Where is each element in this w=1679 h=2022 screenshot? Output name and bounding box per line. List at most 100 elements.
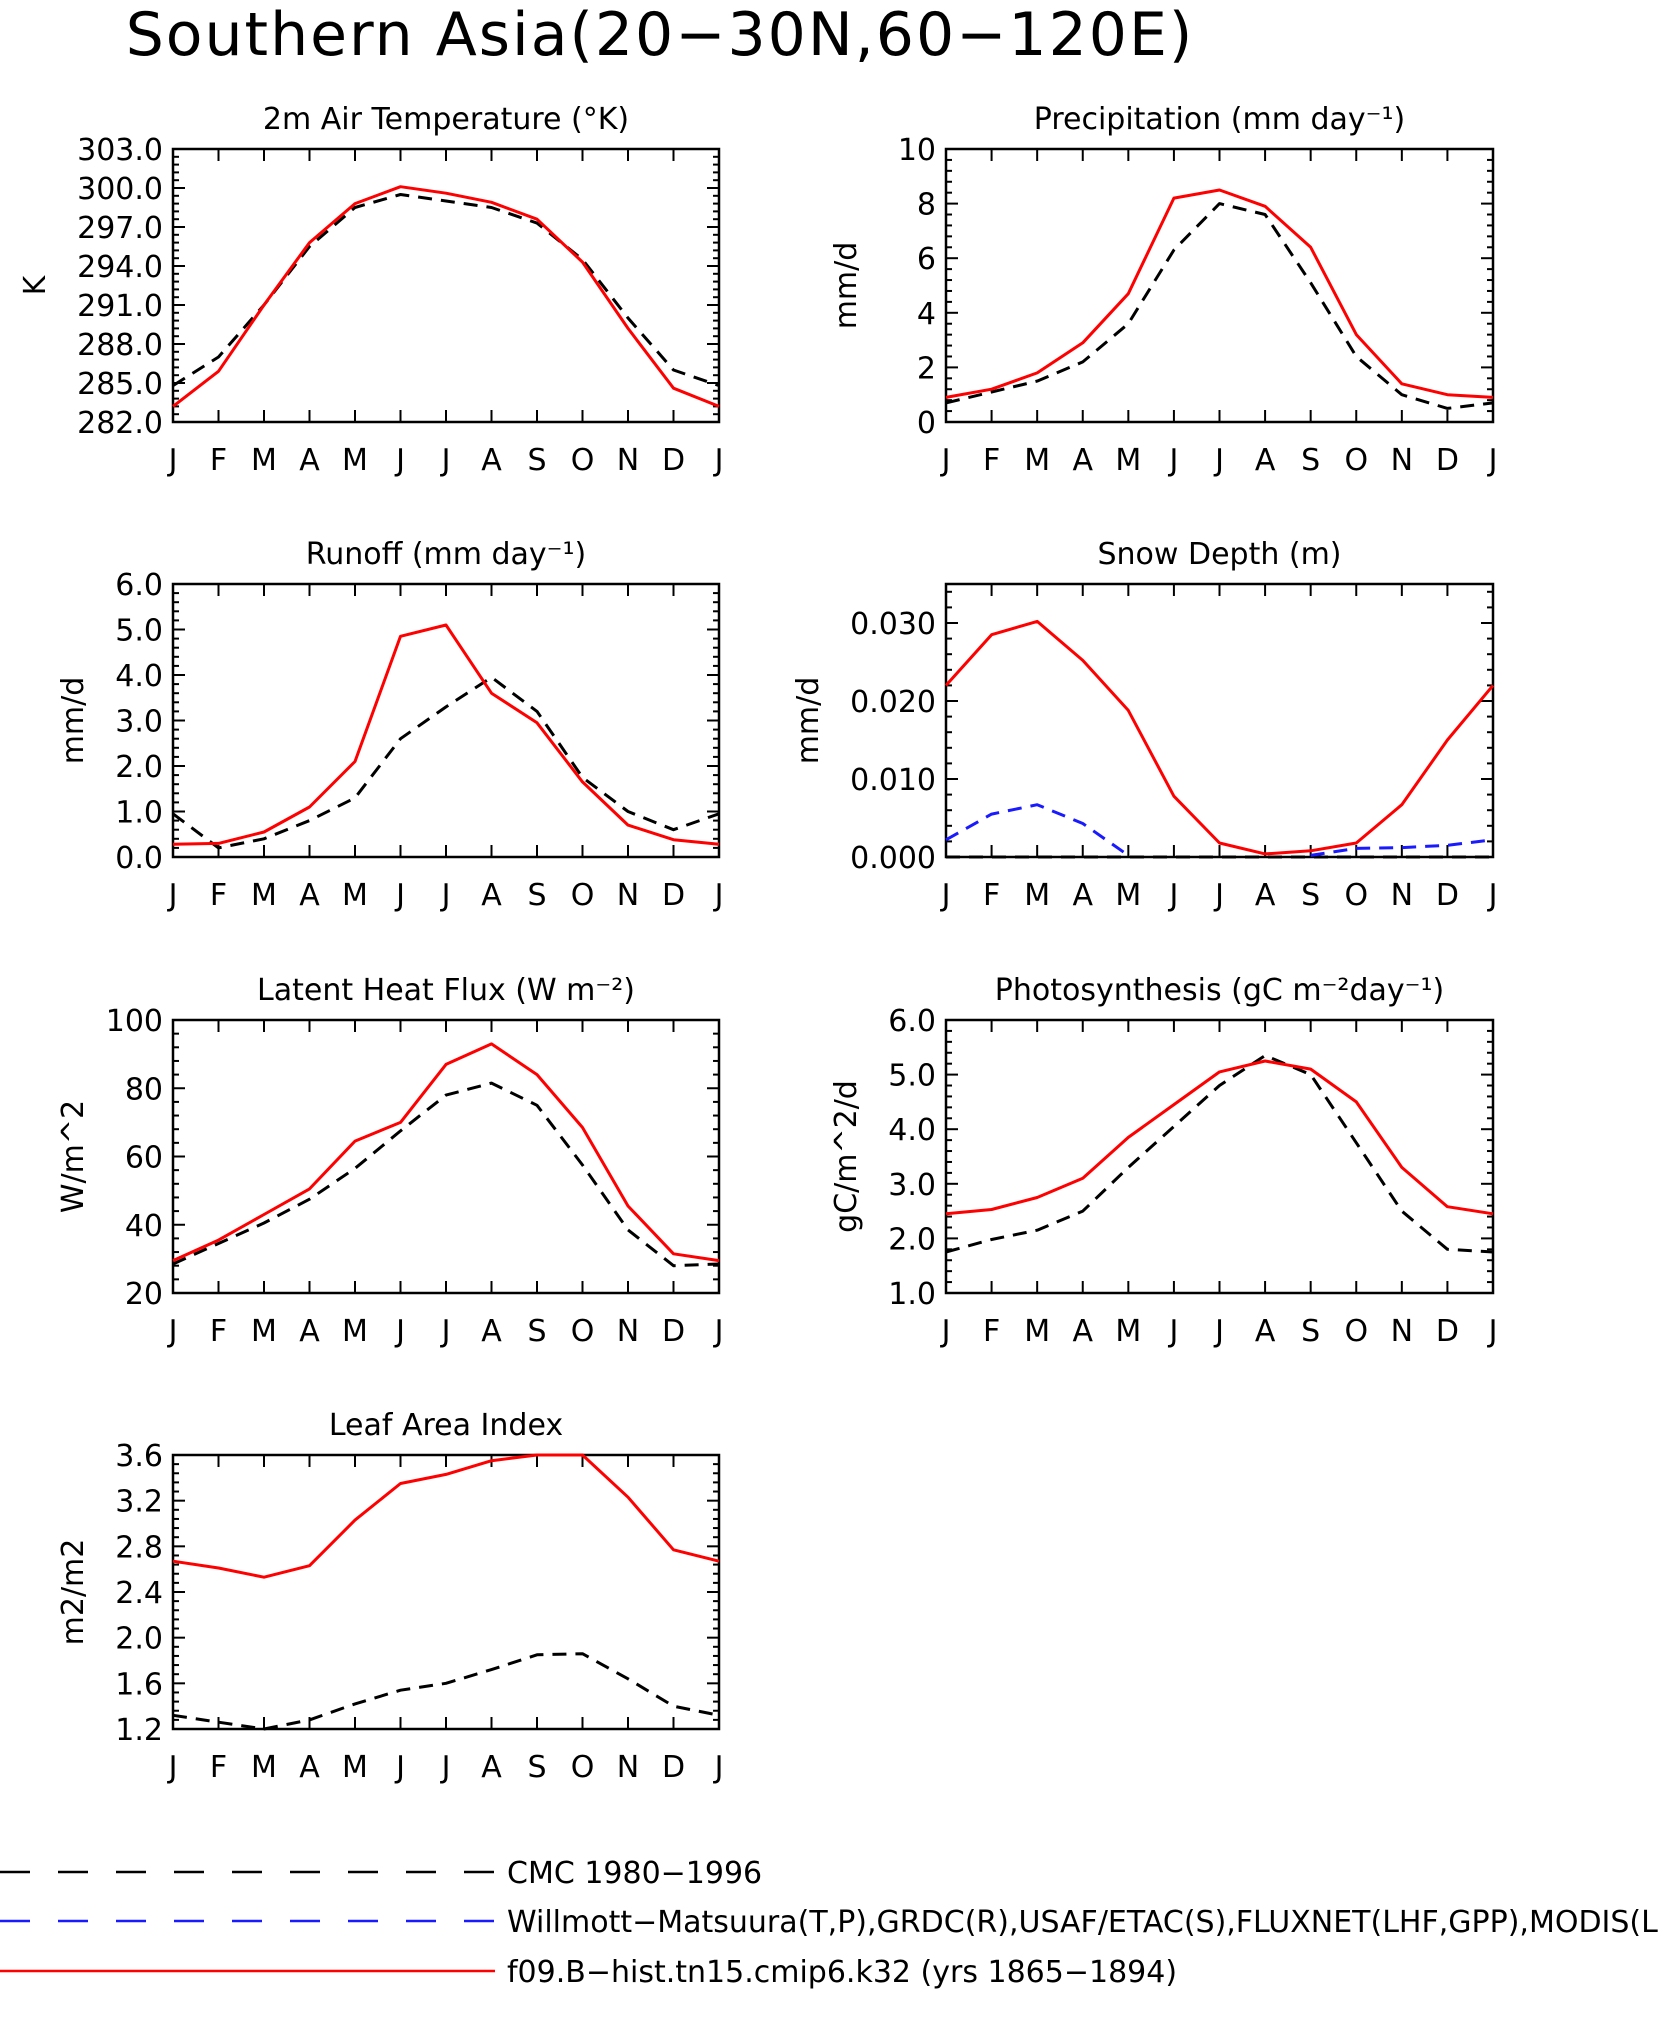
x-tick-label: A	[1255, 878, 1276, 913]
y-tick-label: 60	[125, 1141, 163, 1176]
x-tick-label: J	[1487, 878, 1498, 913]
y-tick-label: 2.0	[888, 1222, 936, 1257]
x-tick-label: J	[394, 443, 405, 478]
y-axis-label: gC/m^2/d	[829, 1080, 864, 1233]
x-tick-label: J	[1213, 443, 1224, 478]
x-tick-label: J	[440, 878, 451, 913]
x-tick-label: F	[983, 1314, 1000, 1349]
y-axis-label: mm/d	[791, 677, 826, 765]
chart-title: Photosynthesis (gC m⁻²day⁻¹)	[995, 973, 1444, 1008]
x-tick-label: M	[342, 878, 368, 913]
y-tick-label: 288.0	[77, 328, 163, 363]
x-tick-label: J	[394, 1750, 405, 1785]
y-tick-label: 2.8	[115, 1530, 163, 1565]
series-line-model	[945, 188, 1494, 399]
y-tick-label: 100	[106, 1004, 163, 1039]
y-tick-label: 3.6	[115, 1439, 163, 1474]
y-tick-label: 10	[898, 133, 936, 168]
x-tick-label: J	[440, 1314, 451, 1349]
x-tick-label: M	[342, 1314, 368, 1349]
x-tick-label: J	[713, 443, 724, 478]
x-tick-label: J	[394, 878, 405, 913]
y-tick-label: 1.0	[888, 1277, 936, 1312]
x-tick-label: O	[571, 1750, 595, 1785]
x-tick-label: A	[299, 443, 320, 478]
y-tick-label: 2	[917, 351, 936, 386]
series-line-cmc	[172, 1081, 720, 1268]
y-tick-label: 282.0	[77, 406, 163, 441]
x-tick-label: M	[1115, 443, 1141, 478]
legend-label: CMC 1980−1996	[507, 1856, 762, 1891]
y-axis-label: mm/d	[56, 677, 91, 765]
plot-frame	[171, 147, 721, 424]
x-tick-label: S	[527, 1314, 546, 1349]
y-tick-label: 294.0	[77, 250, 163, 285]
x-tick-label: A	[299, 1314, 320, 1349]
y-tick-label: 0.000	[850, 841, 936, 876]
y-tick-label: 4.0	[115, 659, 163, 694]
x-tick-label: F	[983, 878, 1000, 913]
series-line-obs	[945, 803, 1130, 857]
series-line-model	[172, 1453, 720, 1579]
x-tick-label: J	[1213, 878, 1224, 913]
x-tick-label: N	[1391, 443, 1413, 478]
y-tick-label: 3.2	[115, 1485, 163, 1520]
chart-panel-6: 1.02.03.04.05.06.0J F M A M J J A S O N D JPhotosynt…	[829, 973, 1497, 1349]
x-tick-label: O	[1344, 443, 1368, 478]
plot-frame	[171, 1453, 721, 1731]
x-tick-label: M	[251, 1750, 277, 1785]
x-tick-label: J	[713, 878, 724, 913]
x-tick-label: S	[527, 878, 546, 913]
x-tick-label: J	[940, 1314, 951, 1349]
y-tick-label: 2.0	[115, 750, 163, 785]
legend: CMC 1980−1996 Willmott−Matsuura(T,P),GRDC…	[0, 1856, 1658, 1990]
x-tick-label: J	[167, 1314, 178, 1349]
y-tick-label: 20	[125, 1277, 163, 1312]
x-tick-label: D	[1436, 443, 1459, 478]
chart-panel-1: 282.0 285.0 288.0 291.0 294.0 297.0 300.0 303.0…	[18, 102, 723, 478]
legend-label: Willmott−Matsuura(T,P),GRDC(R),USAF/ETAC…	[507, 1905, 1658, 1940]
x-tick-label: S	[527, 443, 546, 478]
x-tick-label: S	[1301, 443, 1320, 478]
x-tick-label: J	[940, 443, 951, 478]
x-tick-label: A	[1072, 1314, 1093, 1349]
x-tick-label: O	[1344, 878, 1368, 913]
x-tick-label: A	[481, 1750, 502, 1785]
y-axis-label: K	[18, 274, 53, 295]
chart-panel-3: 0.01.02.03.04.05.06.0J F M A M J J A S O N D JRunoff…	[56, 537, 723, 913]
chart-title: Leaf Area Index	[329, 1408, 563, 1443]
x-tick-label: J	[1487, 1314, 1498, 1349]
x-tick-label: M	[251, 878, 277, 913]
x-tick-label: M	[251, 443, 277, 478]
y-tick-label: 4	[917, 297, 936, 332]
y-tick-label: 3.0	[115, 705, 163, 740]
x-tick-label: M	[1115, 878, 1141, 913]
x-tick-label: A	[299, 878, 320, 913]
x-tick-label: O	[571, 443, 595, 478]
x-tick-label: J	[440, 443, 451, 478]
y-tick-label: 297.0	[77, 211, 163, 246]
series-line-model	[172, 185, 720, 408]
x-tick-label: D	[1436, 1314, 1459, 1349]
y-tick-label: 291.0	[77, 289, 163, 324]
x-tick-label: N	[1391, 878, 1413, 913]
x-tick-label: F	[210, 443, 227, 478]
x-tick-label: J	[167, 443, 178, 478]
series-line-cmc	[172, 1652, 720, 1731]
y-tick-label: 6	[917, 242, 936, 277]
chart-title: Runoff (mm day⁻¹)	[306, 537, 587, 572]
x-tick-label: A	[1255, 1314, 1276, 1349]
y-tick-label: 0	[917, 406, 936, 441]
series-line-cmc	[945, 1054, 1494, 1254]
y-tick-label: 80	[125, 1072, 163, 1107]
series-line-model	[172, 1042, 720, 1263]
y-tick-label: 303.0	[77, 133, 163, 168]
y-tick-label: 8	[917, 188, 936, 223]
y-tick-label: 5.0	[115, 614, 163, 649]
y-tick-label: 1.0	[115, 796, 163, 831]
y-axis-label: mm/d	[829, 242, 864, 330]
